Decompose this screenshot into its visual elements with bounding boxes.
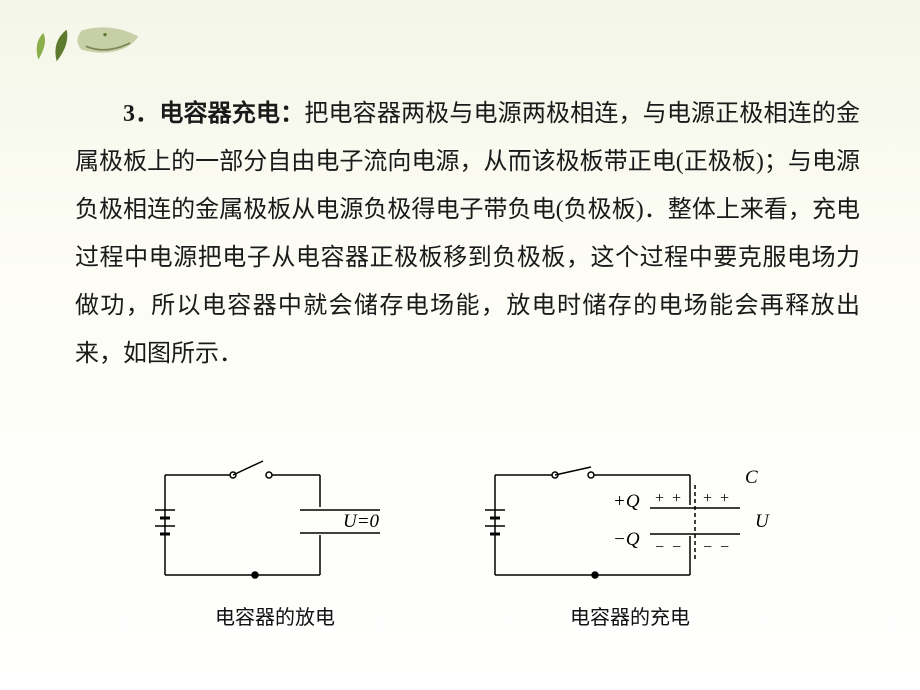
svg-text:−: − xyxy=(672,539,681,556)
discharge-svg: U=0 xyxy=(145,455,405,595)
charge-caption: 电容器的充电 xyxy=(570,601,690,630)
charge-svg: + + + + − − − − C +Q −Q U xyxy=(475,455,785,595)
diagram-charge: + + + + − − − − C +Q −Q U 电容器的充电 xyxy=(475,455,785,635)
svg-text:−: − xyxy=(655,539,664,556)
svg-text:+: + xyxy=(672,490,681,507)
discharge-caption: 电容器的放电 xyxy=(215,601,335,630)
svg-text:+: + xyxy=(720,490,729,507)
svg-text:+: + xyxy=(655,490,664,507)
paragraph: 3．电容器充电：把电容器两极与电源两极相连，与电源正极相连的金属极板上的一部分自… xyxy=(75,90,860,378)
u-zero-label: U=0 xyxy=(343,511,380,532)
u-label: U xyxy=(755,511,770,532)
c-label: C xyxy=(745,467,758,488)
svg-text:−: − xyxy=(703,539,712,556)
circuit-diagrams: U=0 电容器的放电 xyxy=(145,455,785,635)
main-text-block: 3．电容器充电：把电容器两极与电源两极相连，与电源正极相连的金属极板上的一部分自… xyxy=(75,90,860,378)
body-text: 把电容器两极与电源两极相连，与电源正极相连的金属极板上的一部分自由电子流向电源，… xyxy=(75,101,860,367)
svg-text:−: − xyxy=(720,539,729,556)
diagram-discharge: U=0 电容器的放电 xyxy=(145,455,405,635)
corner-decor xyxy=(30,18,150,68)
q-minus-label: −Q xyxy=(613,529,640,550)
q-plus-label: +Q xyxy=(613,491,640,512)
heading-label: 3．电容器充电： xyxy=(123,101,304,127)
svg-text:+: + xyxy=(703,490,712,507)
